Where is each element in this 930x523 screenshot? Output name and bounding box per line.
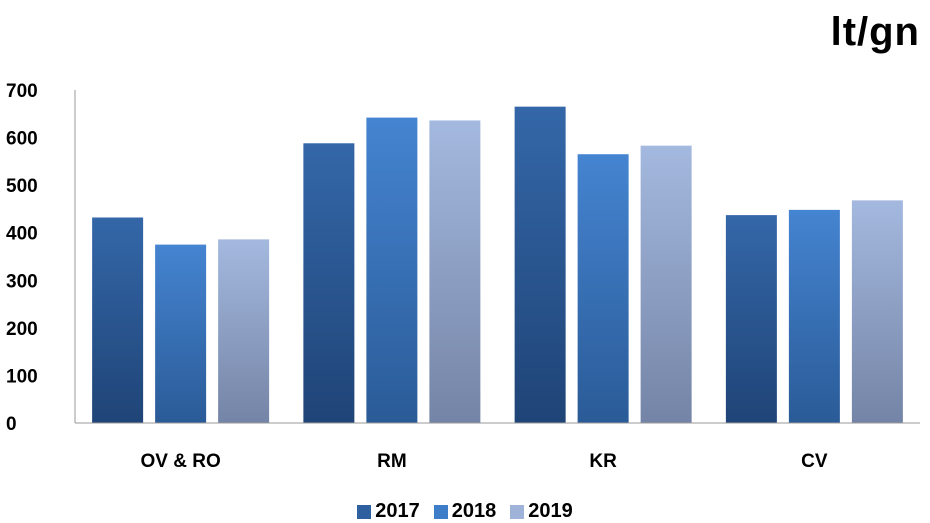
bar-chart: 0 100 200 300 400 500 600 700 OV & RO RM KR CV bbox=[6, 81, 920, 472]
legend-label: 2017 bbox=[375, 500, 420, 522]
y-tick-label: 100 bbox=[6, 366, 38, 387]
x-tick-label: CV bbox=[801, 451, 828, 472]
y-tick-label: 300 bbox=[6, 271, 38, 292]
bar-2018-cv bbox=[788, 209, 840, 423]
bar-2017-ov-ro bbox=[92, 217, 144, 423]
legend-item: 2017 bbox=[357, 500, 420, 523]
y-tick-label: 500 bbox=[6, 176, 38, 197]
y-tick-label: 400 bbox=[6, 224, 38, 245]
legend-swatch bbox=[510, 504, 525, 519]
legend-item: 2018 bbox=[433, 500, 497, 523]
legend: 2017 2018 2019 bbox=[0, 500, 930, 523]
bar-2018-rm bbox=[366, 117, 418, 423]
bar-2019-ov-ro bbox=[218, 239, 270, 423]
bar-2017-rm bbox=[303, 143, 355, 423]
x-tick-label: RM bbox=[377, 451, 407, 472]
bar-2017-cv bbox=[725, 215, 777, 423]
y-tick-label: 200 bbox=[6, 319, 38, 340]
x-tick-label: OV & RO bbox=[141, 451, 221, 472]
legend-swatch bbox=[433, 504, 448, 519]
bar-2018-ov-ro bbox=[155, 244, 207, 423]
bar-2019-cv bbox=[851, 200, 903, 423]
bar-2019-kr bbox=[640, 145, 692, 423]
y-tick-label: 600 bbox=[6, 129, 38, 150]
legend-item: 2019 bbox=[510, 500, 573, 523]
y-tick-label: 0 bbox=[6, 414, 17, 435]
y-tick-label: 700 bbox=[6, 81, 38, 102]
bar-2019-rm bbox=[429, 120, 481, 424]
legend-label: 2018 bbox=[451, 500, 497, 522]
unit-label: lt/gn bbox=[830, 10, 920, 54]
legend-label: 2019 bbox=[528, 500, 573, 522]
legend-swatch bbox=[357, 504, 372, 519]
x-tick-label: KR bbox=[589, 451, 617, 472]
bar-2018-kr bbox=[577, 154, 629, 423]
bar-2017-kr bbox=[514, 106, 566, 424]
